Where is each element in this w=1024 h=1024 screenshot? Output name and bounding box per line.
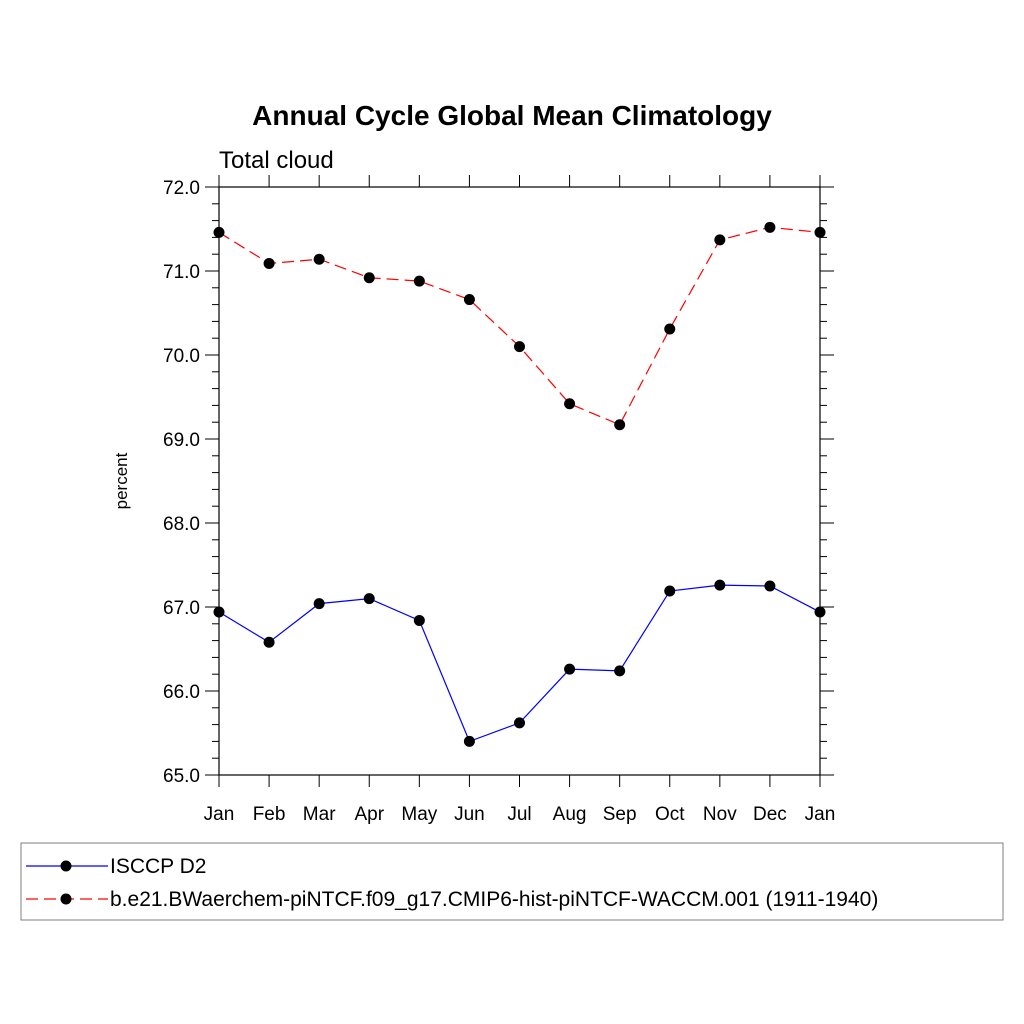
x-tick-label: May	[401, 804, 437, 825]
data-point-series-1	[463, 735, 475, 747]
legend: ISCCP D2 b.e21.BWaerchem-piNTCF.f09_g17.…	[20, 842, 1004, 921]
data-point-series-2	[363, 272, 375, 284]
series-line-2	[218, 226, 821, 426]
data-point-series-2	[413, 275, 425, 287]
data-point-series-2	[313, 253, 325, 265]
data-point-series-1	[564, 663, 576, 675]
data-point-series-1	[614, 665, 626, 677]
y-tick-label: 71.0	[163, 262, 200, 283]
data-point-series-1	[764, 580, 776, 592]
data-point-series-2	[664, 323, 676, 335]
y-tick-label: 69.0	[163, 430, 200, 451]
x-tick-label: Nov	[703, 804, 737, 825]
x-tick-label: Feb	[253, 804, 286, 825]
data-point-series-1	[714, 579, 726, 591]
data-point-series-2	[614, 419, 626, 431]
y-axis-label: percent	[112, 452, 131, 509]
x-tick-label: Mar	[303, 804, 336, 825]
data-point-series-1	[814, 606, 826, 618]
y-tick-label: 66.0	[163, 682, 200, 703]
x-tick-label: Jul	[507, 804, 531, 825]
x-tick-label: Aug	[553, 804, 587, 825]
data-point-series-1	[213, 606, 225, 618]
legend-marker-series-2	[60, 893, 72, 905]
chart-subtitle: Total cloud	[219, 147, 334, 174]
data-point-series-2	[213, 226, 225, 238]
data-point-series-1	[664, 585, 676, 597]
x-tick-label: Apr	[354, 804, 384, 825]
data-point-series-2	[764, 221, 776, 233]
data-point-series-1	[263, 636, 275, 648]
data-point-series-2	[263, 257, 275, 269]
plot-area: 65.0 66.0 67.0 68.0 69.0 70.0 71.0 72.0 Jan Feb Ma…	[163, 175, 835, 825]
x-tick-label: Dec	[753, 804, 787, 825]
data-point-series-2	[514, 341, 525, 353]
x-tick-label: Jun	[454, 804, 485, 825]
y-tick-label: 65.0	[163, 766, 200, 787]
legend-label-series-1: ISCCP D2	[110, 855, 206, 878]
x-tick-label: Jan	[204, 804, 235, 825]
y-tick-label: 67.0	[163, 598, 200, 619]
legend-label-series-2: b.e21.BWaerchem-piNTCF.f09_g17.CMIP6-his…	[110, 888, 878, 911]
data-point-series-1	[413, 614, 425, 626]
data-point-series-2	[564, 398, 576, 410]
chart-title: Annual Cycle Global Mean Climatology	[252, 100, 772, 131]
x-tick-label: Sep	[603, 804, 637, 825]
data-point-series-2	[463, 294, 475, 306]
data-point-series-1	[363, 593, 375, 605]
data-point-series-1	[514, 717, 525, 729]
legend-box	[20, 842, 1004, 921]
x-tick-label: Oct	[655, 804, 685, 825]
x-tick-label: Jan	[805, 804, 836, 825]
data-point-series-2	[714, 234, 726, 246]
plot-frame	[218, 186, 821, 776]
y-tick-label: 72.0	[163, 178, 200, 199]
y-tick-label: 68.0	[163, 514, 200, 535]
legend-marker-series-1	[60, 860, 72, 872]
y-tick-label: 70.0	[163, 346, 200, 367]
data-point-series-2	[814, 226, 826, 238]
data-point-series-1	[313, 598, 325, 610]
